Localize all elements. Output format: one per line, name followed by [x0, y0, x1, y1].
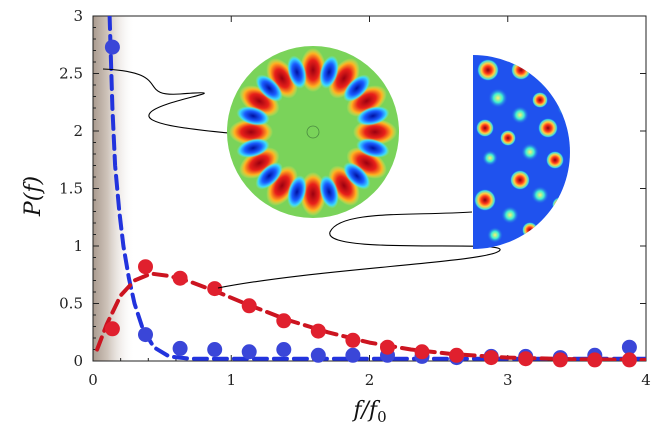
- mode-lobe-blue: [236, 106, 270, 126]
- connector-line-left: [102, 68, 229, 134]
- red-data-point: [345, 332, 361, 348]
- red-data-point: [380, 339, 395, 355]
- blue-data-point: [310, 347, 326, 363]
- red-data-point: [172, 270, 188, 286]
- mode-spot: [511, 106, 529, 124]
- x-tick-label: 2: [365, 371, 375, 389]
- blue-data-point: [104, 39, 120, 55]
- blue-data-point: [172, 340, 188, 356]
- mode-lobe-blue: [255, 74, 283, 102]
- mode-lobe-blue: [287, 175, 307, 209]
- mode-spot: [501, 206, 519, 224]
- connector-line-right: [217, 211, 501, 289]
- y-tick-label: 1: [73, 237, 83, 255]
- mode-lobe-red: [353, 119, 397, 145]
- x-tick-label: 3: [503, 371, 513, 389]
- mode-spot: [476, 119, 494, 137]
- mode-lobe-red: [300, 172, 326, 216]
- x-tick-label: 0: [88, 371, 98, 389]
- red-data-point: [241, 298, 257, 314]
- red-data-point: [449, 347, 465, 363]
- blue-data-point: [276, 342, 292, 357]
- shaded-region: [93, 16, 135, 361]
- blue-data-point: [241, 344, 257, 360]
- red-data-point: [104, 321, 120, 337]
- mode-spot: [521, 143, 539, 161]
- circular-mode-pattern: [227, 46, 399, 218]
- mode-lobe-red: [300, 48, 326, 92]
- mode-spot: [500, 130, 516, 146]
- red-data-point: [138, 259, 153, 275]
- red-fit-curve: [95, 271, 646, 361]
- mode-spot: [532, 92, 548, 108]
- y-tick-label: 0.5: [59, 295, 83, 313]
- red-data-point: [483, 350, 499, 366]
- red-data-point: [518, 351, 534, 367]
- blue-data-point: [345, 347, 361, 363]
- mode-spot: [488, 88, 508, 108]
- y-tick-label: 3: [73, 7, 83, 25]
- y-tick-label: 1.5: [59, 180, 83, 198]
- mode-lobe-blue: [255, 162, 283, 190]
- mode-spot: [510, 170, 530, 190]
- mode-lobe-blue: [356, 138, 390, 158]
- red-data-point: [414, 344, 430, 360]
- x-axis-label: f/f0: [351, 398, 386, 426]
- mode-spot: [487, 227, 503, 243]
- red-data-point: [207, 281, 223, 297]
- y-tick-label: 0: [73, 352, 83, 370]
- blue-data-point: [621, 339, 637, 355]
- mode-lobe-blue: [343, 74, 371, 102]
- mode-lobe-blue: [343, 162, 371, 190]
- x-tick-label: 4: [641, 371, 651, 389]
- y-tick-label: 2.5: [59, 65, 83, 83]
- mode-spot: [538, 118, 558, 138]
- mode-lobe-blue: [236, 138, 270, 158]
- mode-spot: [474, 189, 496, 211]
- red-data-point: [310, 323, 326, 339]
- mode-lobe-blue: [319, 175, 339, 209]
- y-axis-label: P(f): [21, 176, 46, 217]
- mode-spot: [482, 150, 498, 166]
- red-data-point: [276, 313, 292, 329]
- mode-lobe-blue: [356, 106, 390, 126]
- mode-spot: [546, 151, 564, 169]
- x-tick-label: 1: [226, 371, 236, 389]
- red-data-point: [621, 352, 637, 368]
- mode-spot: [531, 186, 549, 204]
- mode-spot: [477, 59, 499, 81]
- red-data-point: [552, 352, 568, 368]
- blue-data-point: [138, 327, 153, 343]
- y-tick-label: 2: [73, 122, 83, 140]
- mode-lobe-blue: [319, 55, 339, 89]
- blue-data-point: [207, 342, 223, 357]
- red-data-point: [587, 352, 603, 368]
- mode-lobe-blue: [287, 55, 307, 89]
- data-points: [104, 39, 637, 368]
- mode-lobe-red: [229, 119, 273, 145]
